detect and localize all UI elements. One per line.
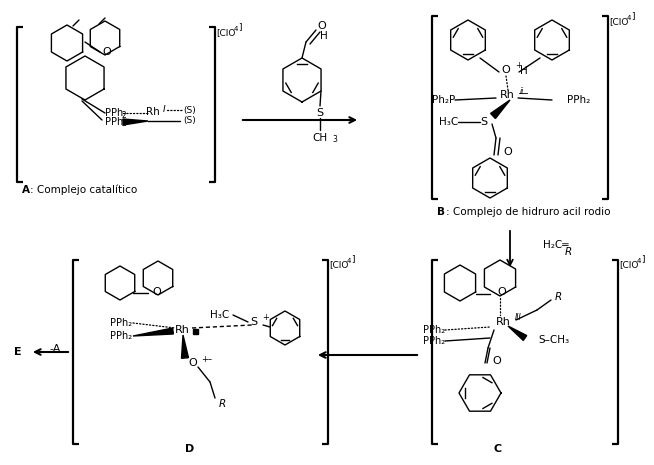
Text: : Complejo catalítico: : Complejo catalítico (30, 185, 137, 195)
Text: PPh₂: PPh₂ (110, 318, 132, 328)
Text: ]: ] (631, 12, 634, 20)
Polygon shape (508, 326, 526, 340)
Text: 3: 3 (332, 135, 337, 145)
Polygon shape (182, 335, 188, 359)
Text: Rh: Rh (496, 317, 510, 327)
Text: O: O (103, 47, 111, 57)
Text: Ph₂P: Ph₂P (432, 95, 455, 105)
Text: O: O (498, 287, 506, 297)
Text: H: H (320, 31, 328, 41)
Text: [ClO: [ClO (329, 260, 349, 270)
Text: +–: +– (201, 354, 212, 364)
Text: (S): (S) (184, 117, 196, 126)
Text: PPh: PPh (105, 117, 123, 127)
Text: Rh: Rh (175, 325, 190, 335)
Text: 4: 4 (347, 258, 351, 264)
Text: +: + (515, 61, 522, 71)
Text: B: B (437, 207, 445, 217)
Text: R: R (218, 399, 226, 409)
Polygon shape (123, 119, 148, 125)
Text: PPh₂: PPh₂ (423, 325, 445, 335)
Text: O: O (504, 147, 512, 157)
Text: PPh₂: PPh₂ (423, 336, 445, 346)
Text: 2: 2 (121, 111, 126, 120)
Text: E: E (14, 347, 22, 357)
Text: Rh: Rh (500, 90, 515, 100)
Polygon shape (133, 328, 173, 336)
Text: ]: ] (238, 22, 241, 32)
Text: [ClO: [ClO (609, 18, 628, 27)
Text: H: H (520, 66, 528, 76)
Text: ii: ii (520, 87, 525, 97)
Text: R: R (555, 292, 562, 302)
Text: A: A (22, 185, 30, 195)
Text: O: O (492, 356, 502, 366)
Text: : Complejo de hidruro acil rodio: : Complejo de hidruro acil rodio (446, 207, 610, 217)
Text: 4: 4 (637, 258, 642, 264)
Text: O: O (152, 287, 162, 297)
Text: R: R (564, 247, 572, 257)
Text: O: O (318, 21, 326, 31)
Text: 4: 4 (234, 26, 238, 32)
Text: 2: 2 (121, 120, 126, 128)
Text: O: O (502, 65, 510, 75)
Text: S–CH₃: S–CH₃ (538, 335, 569, 345)
Text: ]: ] (641, 254, 644, 264)
Text: -A: -A (49, 344, 61, 354)
Text: ]: ] (351, 254, 354, 264)
Text: Rh: Rh (146, 107, 160, 117)
Text: 4: 4 (627, 15, 631, 21)
Text: +: + (262, 313, 269, 323)
Text: O: O (188, 358, 198, 368)
Text: PPh₂: PPh₂ (110, 331, 132, 341)
Text: H₃C: H₃C (439, 117, 458, 127)
Text: CH: CH (313, 133, 328, 143)
Text: I: I (163, 105, 165, 113)
Text: D: D (185, 444, 195, 454)
Polygon shape (490, 100, 510, 119)
Text: [ClO: [ClO (619, 260, 638, 270)
Text: H₂C═: H₂C═ (543, 240, 568, 250)
Text: (S): (S) (184, 106, 196, 114)
Text: C: C (494, 444, 502, 454)
Bar (193, 329, 198, 334)
Text: PPh₂: PPh₂ (567, 95, 591, 105)
Text: S: S (481, 117, 488, 127)
Text: [ClO: [ClO (216, 28, 235, 38)
Text: S: S (250, 317, 258, 327)
Text: S: S (317, 108, 324, 118)
Text: H₃C: H₃C (211, 310, 230, 320)
Text: PPh: PPh (105, 108, 123, 118)
Text: III: III (515, 313, 522, 323)
